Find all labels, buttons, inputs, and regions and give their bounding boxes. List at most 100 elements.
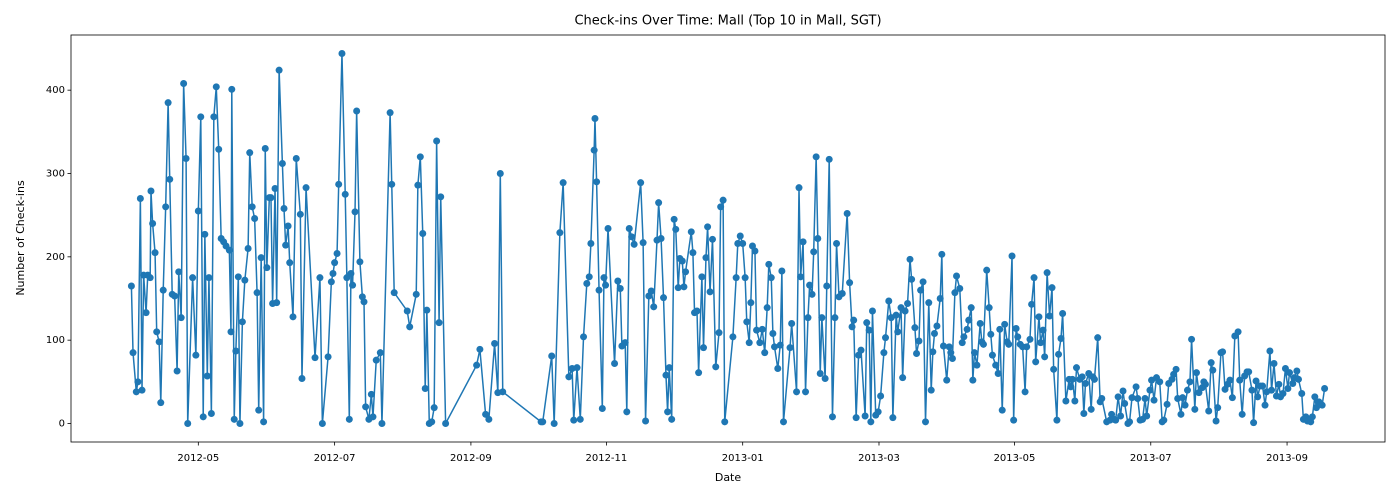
point-marker xyxy=(189,274,197,282)
point-marker xyxy=(799,238,807,246)
point-marker xyxy=(906,255,914,263)
point-marker xyxy=(556,229,564,237)
point-marker xyxy=(655,199,663,207)
point-marker xyxy=(1321,385,1329,392)
point-marker xyxy=(889,414,897,422)
point-marker xyxy=(335,180,343,188)
x-tick-label: 2012-09 xyxy=(450,453,492,464)
plot-area xyxy=(127,50,1329,427)
point-marker xyxy=(1160,416,1168,424)
point-marker xyxy=(1234,328,1242,336)
point-marker xyxy=(184,420,192,427)
point-marker xyxy=(241,276,249,284)
point-marker xyxy=(1008,252,1016,260)
point-marker xyxy=(324,353,332,361)
point-marker xyxy=(1117,412,1125,420)
point-marker xyxy=(1205,407,1213,415)
point-marker xyxy=(166,175,174,183)
point-marker xyxy=(585,273,593,281)
point-marker xyxy=(134,378,142,386)
point-marker xyxy=(433,137,441,145)
point-marker xyxy=(416,153,424,161)
point-marker xyxy=(1248,386,1256,394)
point-marker xyxy=(587,240,595,247)
point-marker xyxy=(428,418,436,426)
point-marker xyxy=(127,282,135,290)
point-marker xyxy=(846,279,854,287)
point-marker xyxy=(236,420,244,427)
point-marker xyxy=(539,418,547,426)
point-marker xyxy=(767,274,775,282)
point-marker xyxy=(745,339,753,347)
point-marker xyxy=(973,361,981,369)
point-marker xyxy=(499,388,507,396)
point-marker xyxy=(927,386,935,394)
point-marker xyxy=(1261,401,1269,409)
point-marker xyxy=(894,328,902,336)
point-marker xyxy=(248,203,256,211)
point-marker xyxy=(996,325,1004,333)
point-marker xyxy=(786,344,794,352)
point-marker xyxy=(758,325,766,333)
point-marker xyxy=(347,270,355,277)
point-marker xyxy=(1236,376,1244,384)
point-marker xyxy=(1005,340,1013,348)
point-marker xyxy=(630,240,638,248)
point-marker xyxy=(1245,368,1253,376)
point-marker xyxy=(778,267,786,275)
point-marker xyxy=(1226,376,1234,384)
point-marker xyxy=(1219,348,1227,356)
point-marker xyxy=(936,295,944,302)
point-marker xyxy=(1028,300,1036,308)
point-marker xyxy=(825,155,833,163)
point-marker xyxy=(496,170,504,177)
point-marker xyxy=(1071,397,1079,405)
point-marker xyxy=(1094,334,1102,342)
point-marker xyxy=(639,239,647,247)
point-marker xyxy=(149,220,157,227)
point-marker xyxy=(1156,378,1164,386)
point-marker xyxy=(255,406,263,414)
point-marker xyxy=(939,342,947,350)
point-marker xyxy=(1191,405,1199,413)
point-marker xyxy=(802,388,810,396)
point-marker xyxy=(831,314,839,322)
point-marker xyxy=(442,420,450,427)
point-marker xyxy=(595,286,603,294)
point-marker xyxy=(623,408,631,416)
point-marker xyxy=(810,248,818,256)
point-marker xyxy=(1311,393,1319,401)
point-marker xyxy=(867,418,875,426)
point-marker xyxy=(965,316,973,324)
point-marker xyxy=(1055,350,1063,358)
point-marker xyxy=(1177,410,1185,418)
y-tick-label: 200 xyxy=(46,252,65,263)
point-marker xyxy=(228,85,236,93)
point-marker xyxy=(1037,339,1045,347)
point-marker xyxy=(372,356,380,364)
point-marker xyxy=(689,249,697,257)
point-marker xyxy=(1039,326,1047,334)
point-marker xyxy=(953,272,961,280)
point-marker xyxy=(164,99,172,107)
point-marker xyxy=(132,388,140,396)
point-marker xyxy=(1188,335,1196,343)
point-marker xyxy=(621,339,629,347)
x-tick-label: 2012-11 xyxy=(585,453,627,464)
x-tick-label: 2013-01 xyxy=(722,453,764,464)
point-marker xyxy=(1030,274,1038,282)
point-marker xyxy=(331,259,339,267)
point-marker xyxy=(700,344,708,352)
point-marker xyxy=(850,316,858,324)
point-marker xyxy=(151,249,159,257)
point-marker xyxy=(1078,373,1086,381)
point-marker xyxy=(580,333,588,341)
point-marker xyxy=(1298,390,1306,397)
point-marker xyxy=(747,299,755,307)
point-marker xyxy=(316,274,324,282)
point-marker xyxy=(970,349,978,357)
point-marker xyxy=(435,319,443,327)
point-marker xyxy=(1048,284,1056,292)
point-marker xyxy=(734,240,742,247)
